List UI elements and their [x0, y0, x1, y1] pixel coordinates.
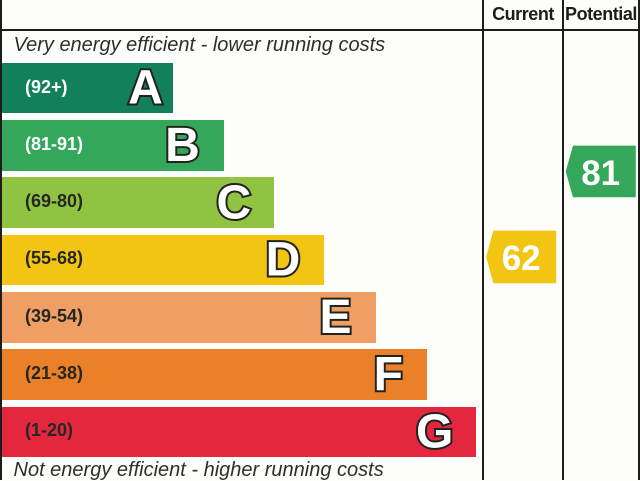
svg-text:81: 81 [581, 154, 620, 193]
svg-text:C: C [216, 176, 251, 229]
svg-text:62: 62 [502, 239, 541, 278]
svg-text:D: D [266, 234, 301, 287]
svg-text:F: F [374, 348, 403, 401]
svg-text:E: E [319, 291, 351, 344]
svg-text:A: A [128, 62, 163, 115]
svg-text:B: B [165, 119, 200, 172]
svg-text:G: G [416, 406, 453, 459]
